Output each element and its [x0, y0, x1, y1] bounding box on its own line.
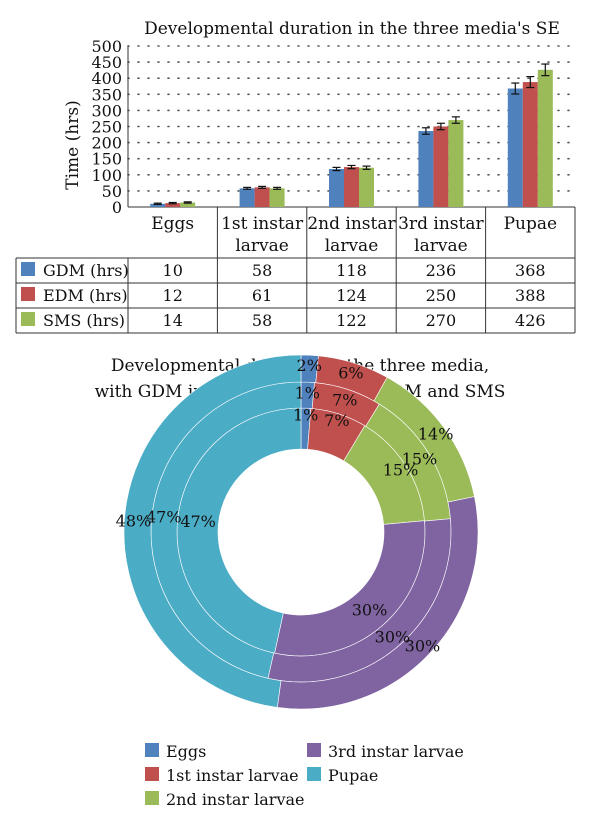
y-tick-label: 150: [91, 150, 122, 169]
donut-chart: Developmental duration in the three medi…: [95, 354, 505, 809]
bar-marks: [150, 69, 553, 207]
donut-rings: [123, 354, 479, 710]
donut-percent-label: 47%: [146, 508, 182, 527]
y-tick-label: 250: [91, 118, 122, 137]
y-axis-label: Time (hrs): [63, 100, 83, 189]
table-cell: 14: [163, 311, 183, 330]
series-name: SMS (hrs): [43, 311, 125, 330]
donut-percent-label: 15%: [402, 450, 438, 469]
y-tick-label: 0: [112, 198, 122, 217]
y-tick-label: 200: [91, 134, 122, 153]
bar: [150, 203, 166, 207]
donut-percent-label: 2%: [297, 356, 322, 375]
bar: [165, 203, 181, 207]
legend-label: Pupae: [328, 766, 378, 785]
legend-swatch: [145, 743, 159, 757]
table-cell: 368: [515, 261, 546, 280]
table-cell: 61: [252, 286, 272, 305]
x-category-label: Eggs: [151, 214, 194, 234]
x-category-label: 3rd instar: [398, 214, 484, 234]
error-bars: [153, 63, 550, 206]
table-cell: 118: [336, 261, 367, 280]
donut-slice: [123, 354, 302, 708]
legend-label: 3rd instar larvae: [328, 742, 464, 761]
donut-percent-label: 30%: [352, 601, 388, 620]
donut-legend: Eggs 1st instar larvae 2nd instar larvae 3r…: [145, 742, 464, 809]
donut-percent-label: 30%: [405, 637, 441, 656]
x-category-label: larvae: [325, 236, 379, 256]
legend-swatch: [21, 287, 35, 301]
bar: [418, 131, 434, 207]
bar: [269, 188, 285, 207]
donut-percent-label: 6%: [338, 364, 363, 383]
table-cell: 58: [252, 311, 272, 330]
donut-percent-label: 7%: [332, 391, 357, 410]
donut-percent-label: 14%: [418, 424, 454, 443]
bar: [433, 126, 449, 207]
bar: [344, 167, 359, 207]
table-cell: 12: [163, 286, 183, 305]
x-category-label: Pupae: [504, 214, 557, 234]
table-cell: 250: [426, 286, 457, 305]
donut-percent-labels: 1% 7%15%30%47%1% 7%15%30%47%2% 6%14%30%48%: [116, 356, 454, 655]
x-category-label: larvae: [235, 236, 289, 256]
donut-percent-label: 1%: [293, 406, 318, 425]
bar: [537, 69, 553, 207]
donut-percent-label: 47%: [180, 512, 216, 531]
y-tick-label: 350: [91, 85, 122, 104]
series-name: GDM (hrs): [43, 261, 129, 280]
bar: [448, 120, 464, 207]
bar-chart-title: Developmental duration in the three medi…: [144, 19, 560, 39]
bar: [522, 82, 538, 207]
donut-percent-label: 30%: [375, 628, 411, 647]
bar: [239, 188, 255, 207]
legend-label: 1st instar larvae: [166, 766, 299, 785]
x-category-label: 2nd instar: [307, 214, 396, 234]
series-name: EDM (hrs): [43, 286, 128, 305]
bar: [359, 167, 374, 207]
bar: [254, 187, 270, 207]
table-cell: 388: [515, 286, 546, 305]
legend-swatch: [145, 767, 159, 781]
legend-swatch: [21, 312, 35, 326]
y-tick-label: 300: [91, 101, 122, 120]
donut-percent-label: 1%: [295, 384, 320, 403]
bar-chart: Developmental duration in the three medi…: [15, 19, 576, 334]
table-cell: 58: [252, 261, 272, 280]
donut-percent-label: 48%: [116, 512, 152, 531]
x-category-label: 1st instar: [221, 214, 304, 234]
table-cell: 236: [426, 261, 457, 280]
y-tick-label: 100: [91, 166, 122, 185]
bar: [507, 88, 523, 207]
x-category-label: larvae: [414, 236, 468, 256]
table-cell: 122: [336, 311, 367, 330]
legend-label: Eggs: [166, 742, 206, 761]
donut-percent-label: 7%: [324, 411, 349, 430]
bar: [180, 202, 196, 207]
table-cell: 124: [336, 286, 367, 305]
table-cell: 426: [515, 311, 546, 330]
legend-swatch: [307, 743, 321, 757]
legend-swatch: [145, 791, 159, 805]
bar: [329, 169, 344, 207]
legend-swatch: [21, 262, 35, 276]
table-cell: 270: [426, 311, 457, 330]
legend-swatch: [307, 767, 321, 781]
table-cell: 10: [163, 261, 183, 280]
y-tick-label: 500: [91, 37, 122, 56]
y-tick-label: 450: [91, 53, 122, 72]
y-tick-label: 400: [91, 69, 122, 88]
legend-label: 2nd instar larvae: [166, 790, 305, 809]
y-tick-label: 50: [102, 182, 122, 201]
donut-percent-label: 15%: [383, 461, 419, 480]
